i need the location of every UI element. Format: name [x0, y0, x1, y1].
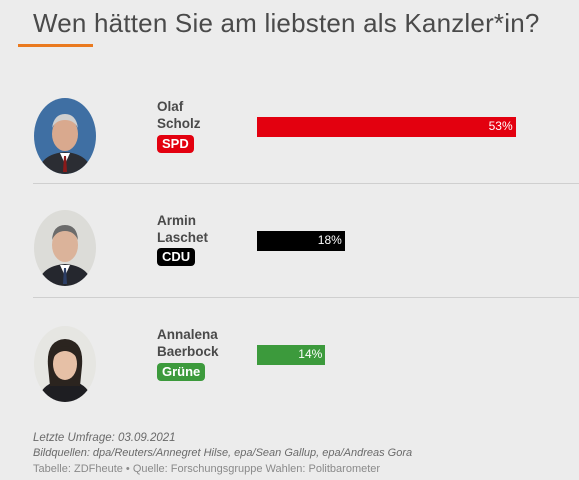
- bar-scholz: 53%: [257, 117, 516, 137]
- party-badge-spd: SPD: [157, 135, 194, 153]
- candidate-last-name: Baerbock: [157, 344, 219, 359]
- bar-track: 14%: [257, 345, 515, 365]
- candidate-name: Armin Laschet: [157, 212, 247, 246]
- party-badge-gruene: Grüne: [157, 363, 206, 381]
- image-credits: Bildquellen: dpa/Reuters/Annegret Hilse,…: [33, 447, 413, 459]
- row-divider: [33, 297, 579, 298]
- candidate-last-name: Scholz: [157, 116, 201, 131]
- bar-value-label: 14%: [298, 347, 323, 361]
- candidate-row-laschet: Armin Laschet CDU 18%: [33, 184, 579, 298]
- bar-value-label: 18%: [317, 233, 342, 247]
- row-divider: [33, 183, 579, 184]
- bar-laschet: 18%: [257, 231, 345, 251]
- bar-value-label: 53%: [488, 119, 513, 133]
- portrait-annalena-baerbock: [34, 326, 96, 402]
- portrait-olaf-scholz: [34, 98, 96, 174]
- candidate-first-name: Annalena: [157, 327, 218, 342]
- chart-title: Wen hätten Sie am liebsten als Kanzler*i…: [33, 8, 540, 38]
- party-label: Grüne: [162, 364, 201, 379]
- candidate-name: Annalena Baerbock: [157, 326, 247, 360]
- candidate-last-name: Laschet: [157, 230, 209, 245]
- candidate-row-baerbock: Annalena Baerbock Grüne 14%: [33, 298, 579, 412]
- portrait-armin-laschet: [34, 210, 96, 286]
- party-badge-cdu: CDU: [157, 248, 196, 266]
- table-source: Tabelle: ZDFheute • Quelle: Forschungsgr…: [33, 463, 381, 475]
- candidate-name: Olaf Scholz: [157, 98, 247, 132]
- bar-track: 18%: [257, 231, 515, 251]
- bar-baerbock: 14%: [257, 345, 326, 365]
- bar-track: 53%: [257, 117, 516, 137]
- candidate-first-name: Armin: [157, 213, 197, 228]
- party-label: SPD: [162, 136, 189, 151]
- party-label: CDU: [162, 249, 191, 264]
- survey-date: Letzte Umfrage: 03.09.2021: [33, 432, 176, 444]
- title-accent-line: [18, 44, 93, 47]
- candidate-first-name: Olaf: [157, 99, 184, 114]
- candidate-row-scholz: Olaf Scholz SPD 53%: [33, 70, 579, 184]
